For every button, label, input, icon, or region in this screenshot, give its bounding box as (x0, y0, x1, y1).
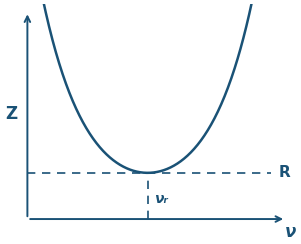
Text: νᵣ: νᵣ (154, 192, 168, 206)
Text: R: R (279, 165, 290, 180)
Text: ν: ν (284, 223, 296, 241)
Text: Z: Z (5, 105, 17, 123)
